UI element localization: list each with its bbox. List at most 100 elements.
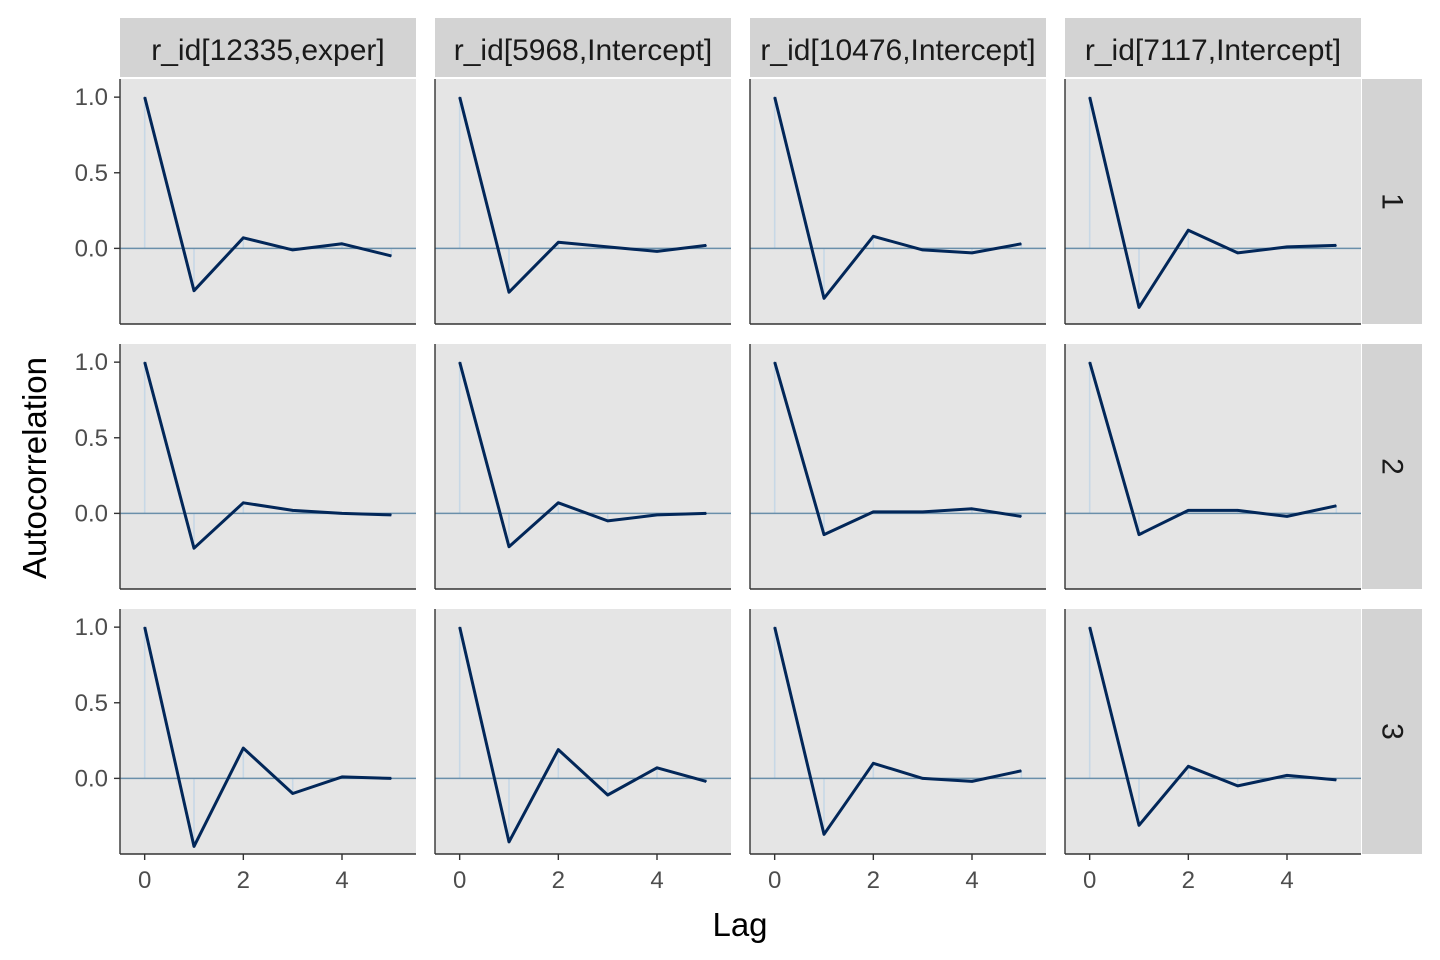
acf-point — [823, 534, 825, 536]
panel-background — [1065, 609, 1361, 854]
acf-point — [1138, 824, 1140, 826]
row-strip-chain-2: 2 — [1362, 344, 1422, 589]
acf-point — [705, 780, 707, 782]
x-tick-label: 0 — [1083, 867, 1096, 894]
acf-point — [193, 845, 195, 847]
acf-point — [922, 777, 924, 779]
panel-r-id-5968-intercept-chain-1 — [435, 79, 731, 324]
acf-point — [705, 512, 707, 514]
acf-point — [1286, 515, 1288, 517]
acf-point — [1237, 509, 1239, 511]
strip-background — [435, 18, 731, 77]
acf-point — [971, 508, 973, 510]
x-tick-label: 0 — [453, 867, 466, 894]
x-tick-label: 2 — [867, 867, 880, 894]
acf-point — [144, 361, 146, 363]
panel-background — [120, 609, 416, 854]
x-tick-label: 4 — [335, 867, 348, 894]
acf-point — [1020, 770, 1022, 772]
acf-point — [656, 514, 658, 516]
acf-line — [1088, 361, 1337, 537]
acf-point — [1020, 243, 1022, 245]
acf-line — [773, 96, 1022, 300]
acf-point — [971, 780, 973, 782]
y-tick-label: 0.5 — [75, 160, 108, 187]
acf-point — [971, 252, 973, 254]
x-tick-label: 4 — [965, 867, 978, 894]
row-strips: 1 2 3 — [1362, 79, 1422, 854]
acf-point — [823, 833, 825, 835]
row-strip-chain-3: 3 — [1362, 609, 1422, 854]
column-strip-label: r_id[10476,Intercept] — [760, 34, 1035, 67]
acf-point — [459, 96, 461, 98]
x-tick-label: 2 — [1182, 867, 1195, 894]
panel-r-id-5968-intercept-chain-3 — [435, 609, 731, 854]
acf-line — [1088, 96, 1337, 309]
acf-point — [557, 502, 559, 504]
acf-point — [705, 244, 707, 246]
y-tick-label: 1.0 — [75, 349, 108, 376]
acf-point — [1286, 774, 1288, 776]
y-axes: 0.0 0.5 1.0 0.0 0.5 1.0 0.0 0.5 1.0 — [75, 79, 1066, 854]
acf-point — [508, 546, 510, 548]
acf-point — [459, 626, 461, 628]
acf-point — [1089, 96, 1091, 98]
acf-point — [607, 794, 609, 796]
acf-point — [1286, 246, 1288, 248]
column-strip-label: r_id[7117,Intercept] — [1085, 34, 1341, 67]
acf-line — [143, 626, 392, 848]
acf-point — [390, 514, 392, 516]
panel-background — [1065, 344, 1361, 589]
panel-r-id-10476-intercept-chain-2 — [750, 344, 1046, 589]
acf-line — [458, 361, 707, 549]
column-strip-r-id-5968-intercept: r_id[5968,Intercept] — [435, 18, 731, 77]
x-tick-label: 2 — [552, 867, 565, 894]
column-strips: r_id[12335,exper] r_id[5968,Intercept] r_i… — [120, 18, 1361, 77]
panel-background — [120, 79, 416, 324]
acf-point — [193, 547, 195, 549]
y-tick-label: 1.0 — [75, 84, 108, 111]
acf-line — [458, 96, 707, 294]
acf-point — [557, 749, 559, 751]
strip-background — [1362, 609, 1422, 854]
acf-point — [1020, 515, 1022, 517]
x-axis-column-4: 0 2 4 — [1083, 854, 1294, 894]
acf-point — [922, 511, 924, 513]
column-strip-r-id-7117-intercept: r_id[7117,Intercept] — [1065, 18, 1361, 77]
x-tick-label: 4 — [650, 867, 663, 894]
x-tick-label: 0 — [138, 867, 151, 894]
y-axis-row-2: 0.0 0.5 1.0 — [75, 344, 121, 589]
acf-point — [774, 361, 776, 363]
acf-point — [607, 520, 609, 522]
strip-background — [1362, 344, 1422, 589]
panel-r-id-10476-intercept-chain-1 — [750, 79, 1046, 324]
acf-point — [823, 297, 825, 299]
acf-point — [341, 512, 343, 514]
acf-point — [341, 776, 343, 778]
acf-point — [774, 96, 776, 98]
panel-background — [435, 79, 731, 324]
acf-point — [656, 767, 658, 769]
acf-point — [390, 255, 392, 257]
acf-point — [144, 626, 146, 628]
panel-background — [1065, 79, 1361, 324]
panel-r-id-7117-intercept-chain-3 — [1065, 609, 1361, 854]
acf-point — [193, 290, 195, 292]
panel-background — [435, 609, 731, 854]
column-strip-label: r_id[5968,Intercept] — [454, 34, 713, 67]
acf-point — [922, 249, 924, 251]
acf-point — [1335, 244, 1337, 246]
panel-r-id-12335-exper-chain-2 — [120, 344, 416, 589]
x-axis-column-3: 0 2 4 — [768, 854, 979, 894]
x-tick-label: 2 — [237, 867, 250, 894]
x-axes: 0 2 4 0 2 4 0 2 4 0 2 4 — [120, 323, 1361, 894]
panel-r-id-12335-exper-chain-1 — [120, 79, 416, 324]
y-tick-label: 0.0 — [75, 500, 108, 527]
x-axis-column-2: 0 2 4 — [453, 854, 664, 894]
panel-background — [750, 79, 1046, 324]
facet-panels — [120, 79, 1361, 854]
panel-r-id-12335-exper-chain-3 — [120, 609, 416, 854]
y-tick-label: 0.0 — [75, 235, 108, 262]
acf-point — [774, 626, 776, 628]
x-tick-label: 0 — [768, 867, 781, 894]
